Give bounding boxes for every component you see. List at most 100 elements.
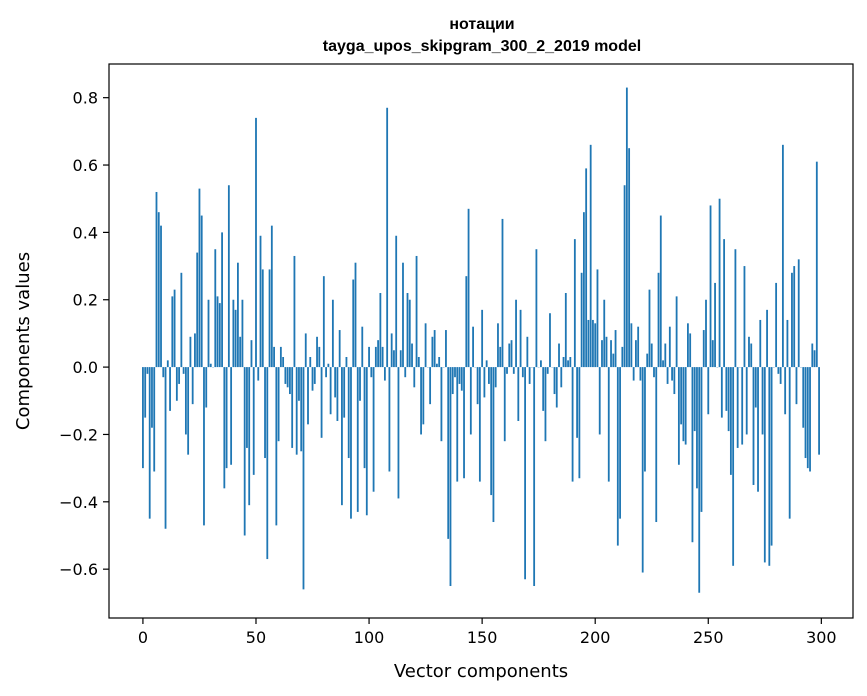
bar xyxy=(493,367,495,522)
bar xyxy=(355,263,357,367)
bar xyxy=(318,347,320,367)
y-tick-label: −0.2 xyxy=(59,425,98,444)
bar xyxy=(425,323,427,367)
bar xyxy=(655,367,657,522)
bar xyxy=(156,192,158,367)
bar xyxy=(567,360,569,367)
bar xyxy=(599,367,601,434)
bar xyxy=(171,296,173,367)
bar xyxy=(461,367,463,391)
bar xyxy=(361,327,363,367)
bar xyxy=(481,310,483,367)
bar xyxy=(377,340,379,367)
bar xyxy=(217,296,219,367)
bar xyxy=(382,347,384,367)
x-tick-label: 250 xyxy=(693,628,724,647)
bar xyxy=(764,367,766,562)
y-tick-label: 0.6 xyxy=(73,156,98,175)
bar xyxy=(305,333,307,367)
bar xyxy=(669,327,671,367)
bar xyxy=(545,367,547,441)
bar xyxy=(309,357,311,367)
bar xyxy=(228,185,230,367)
bar xyxy=(255,118,257,367)
bar xyxy=(242,300,244,367)
bar xyxy=(246,367,248,448)
bar xyxy=(465,276,467,367)
bar xyxy=(517,367,519,421)
bar xyxy=(725,367,727,411)
bar xyxy=(664,344,666,368)
bar xyxy=(741,367,743,444)
y-tick-label: 0.2 xyxy=(73,291,98,310)
bar xyxy=(158,212,160,367)
bar xyxy=(411,344,413,368)
bar xyxy=(162,367,164,377)
bar xyxy=(389,367,391,471)
bar xyxy=(746,367,748,434)
bar xyxy=(235,310,237,367)
bar xyxy=(569,357,571,367)
bar xyxy=(707,367,709,414)
bar xyxy=(698,367,700,593)
bar xyxy=(454,367,456,377)
bar xyxy=(431,337,433,367)
bar xyxy=(395,236,397,367)
bar xyxy=(513,367,515,374)
bar xyxy=(572,367,574,482)
bar xyxy=(506,367,508,374)
bar xyxy=(190,337,192,367)
bar xyxy=(651,344,653,368)
bar xyxy=(280,347,282,367)
bar xyxy=(628,148,630,367)
bar xyxy=(504,367,506,441)
bar xyxy=(696,367,698,488)
bar xyxy=(511,340,513,367)
bar xyxy=(547,367,549,374)
bar xyxy=(282,357,284,367)
bar xyxy=(199,189,201,367)
bar xyxy=(574,239,576,367)
x-tick-label: 50 xyxy=(246,628,266,647)
bar xyxy=(692,367,694,542)
bar xyxy=(307,367,309,424)
bar xyxy=(294,256,296,367)
bar xyxy=(597,269,599,367)
bar xyxy=(730,367,732,475)
bar xyxy=(687,323,689,367)
bar xyxy=(578,367,580,478)
bar xyxy=(357,367,359,512)
bar xyxy=(768,367,770,566)
y-tick-label: 0.4 xyxy=(73,223,98,242)
bar xyxy=(753,367,755,485)
bar xyxy=(615,330,617,367)
bar xyxy=(393,350,395,367)
bar xyxy=(610,340,612,367)
bar xyxy=(379,293,381,367)
bar xyxy=(816,162,818,367)
bar xyxy=(232,300,234,367)
x-axis-label: Vector components xyxy=(394,661,568,682)
bar xyxy=(619,367,621,519)
bar xyxy=(176,367,178,401)
bar xyxy=(540,360,542,367)
bar xyxy=(300,367,302,451)
bar xyxy=(452,367,454,394)
bar xyxy=(642,367,644,572)
bar xyxy=(223,367,225,488)
bar xyxy=(787,320,789,367)
x-tick-label: 0 xyxy=(138,628,148,647)
bar xyxy=(671,367,673,380)
bar xyxy=(775,283,777,367)
bar xyxy=(563,357,565,367)
bar xyxy=(624,185,626,367)
bar xyxy=(782,145,784,367)
bar xyxy=(662,360,664,367)
bar xyxy=(468,209,470,367)
bar xyxy=(144,367,146,418)
bar xyxy=(429,367,431,404)
bar xyxy=(694,367,696,431)
bar xyxy=(230,367,232,465)
bar xyxy=(529,367,531,384)
bar xyxy=(269,269,271,367)
